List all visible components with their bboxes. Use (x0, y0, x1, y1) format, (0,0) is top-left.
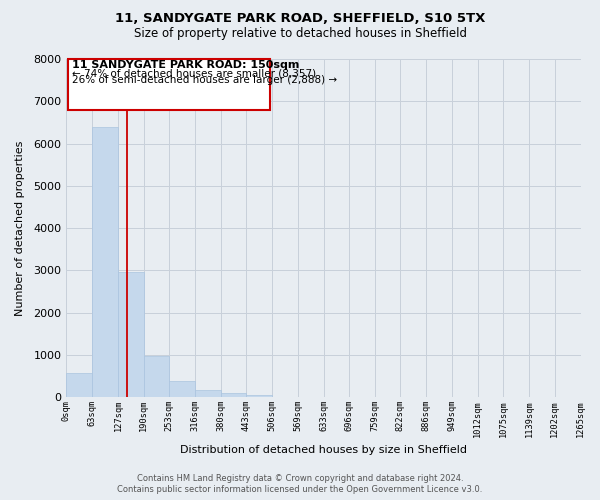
Bar (143, 356, 169, 397)
Bar (118, 272, 143, 397)
Bar (221, 393, 247, 397)
Text: ← 74% of detached houses are smaller (8,357): ← 74% of detached houses are smaller (8,… (73, 68, 317, 78)
FancyBboxPatch shape (68, 59, 269, 110)
Text: 11 SANDYGATE PARK ROAD: 150sqm: 11 SANDYGATE PARK ROAD: 150sqm (73, 60, 300, 70)
Bar (247, 394, 272, 397)
Bar (92, 126, 118, 397)
Bar (195, 390, 221, 397)
X-axis label: Distribution of detached houses by size in Sheffield: Distribution of detached houses by size … (180, 445, 467, 455)
Text: 11, SANDYGATE PARK ROAD, SHEFFIELD, S10 5TX: 11, SANDYGATE PARK ROAD, SHEFFIELD, S10 … (115, 12, 485, 26)
Text: Contains HM Land Registry data © Crown copyright and database right 2024.
Contai: Contains HM Land Registry data © Crown c… (118, 474, 482, 494)
Text: Size of property relative to detached houses in Sheffield: Size of property relative to detached ho… (133, 28, 467, 40)
Y-axis label: Number of detached properties: Number of detached properties (15, 140, 25, 316)
Bar (169, 381, 195, 397)
Text: 26% of semi-detached houses are larger (2,888) →: 26% of semi-detached houses are larger (… (73, 76, 338, 86)
Bar (67, 374, 92, 397)
